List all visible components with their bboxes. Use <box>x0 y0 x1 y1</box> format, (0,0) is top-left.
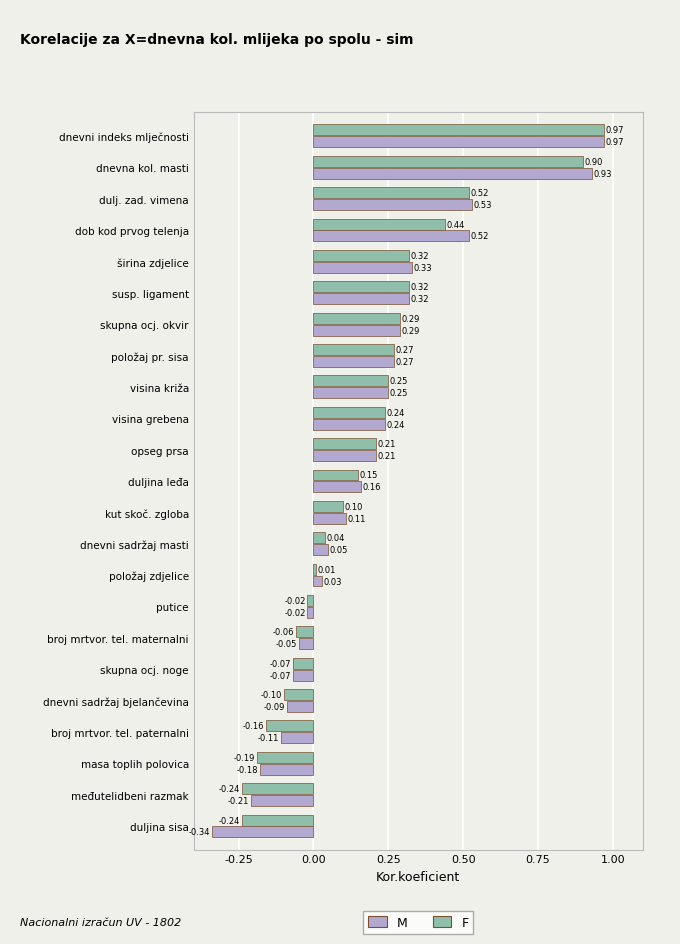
Text: -0.02: -0.02 <box>285 608 306 617</box>
Text: 0.32: 0.32 <box>411 252 429 261</box>
Bar <box>313 357 394 367</box>
Text: -0.21: -0.21 <box>228 796 249 805</box>
Bar <box>313 576 322 587</box>
Text: -0.07: -0.07 <box>269 659 291 668</box>
Bar <box>313 419 386 430</box>
X-axis label: Kor.koeficient: Kor.koeficient <box>376 870 460 883</box>
Bar <box>241 815 313 826</box>
Bar <box>313 157 583 168</box>
Text: Nacionalni izračun UV - 1802: Nacionalni izračun UV - 1802 <box>20 917 182 927</box>
Bar <box>313 219 445 230</box>
Text: 0.33: 0.33 <box>413 263 432 273</box>
Text: -0.07: -0.07 <box>269 671 291 680</box>
Text: 0.53: 0.53 <box>473 201 492 210</box>
Text: 0.32: 0.32 <box>411 283 429 292</box>
Bar <box>313 388 388 399</box>
Text: -0.34: -0.34 <box>189 828 210 836</box>
Text: -0.24: -0.24 <box>219 784 240 793</box>
Bar <box>292 670 313 681</box>
Bar <box>313 408 386 418</box>
Bar <box>313 188 469 199</box>
Bar <box>313 450 376 462</box>
Text: -0.16: -0.16 <box>243 721 264 731</box>
Bar <box>211 827 313 837</box>
Bar <box>286 701 313 712</box>
Text: -0.18: -0.18 <box>237 765 258 774</box>
Bar <box>313 545 328 555</box>
Bar <box>313 564 316 575</box>
Text: 0.01: 0.01 <box>318 565 337 574</box>
Text: 0.04: 0.04 <box>327 533 345 543</box>
Text: 0.25: 0.25 <box>390 377 408 386</box>
Text: 0.93: 0.93 <box>593 170 612 178</box>
Bar <box>313 294 409 305</box>
Bar <box>313 376 388 387</box>
Text: 0.29: 0.29 <box>402 327 420 335</box>
Text: 0.32: 0.32 <box>411 295 429 304</box>
Text: 0.52: 0.52 <box>471 232 489 242</box>
Bar <box>313 137 604 148</box>
Text: -0.09: -0.09 <box>264 702 285 711</box>
Bar <box>251 795 313 806</box>
Text: 0.44: 0.44 <box>447 220 465 229</box>
Bar <box>313 169 592 179</box>
Bar <box>313 200 472 211</box>
Bar <box>292 658 313 669</box>
Legend: M, F: M, F <box>363 911 473 934</box>
Text: -0.11: -0.11 <box>258 733 279 743</box>
Text: -0.06: -0.06 <box>273 628 294 636</box>
Bar <box>313 251 409 261</box>
Bar <box>299 638 313 649</box>
Text: 0.21: 0.21 <box>378 440 396 448</box>
Text: Korelacije za X=dnevna kol. mlijeka po spolu - sim: Korelacije za X=dnevna kol. mlijeka po s… <box>20 33 414 47</box>
Bar <box>313 313 401 325</box>
Text: 0.11: 0.11 <box>348 514 367 523</box>
Text: -0.19: -0.19 <box>234 753 255 762</box>
Bar <box>313 439 376 449</box>
Bar <box>313 481 361 493</box>
Text: 0.16: 0.16 <box>363 483 381 492</box>
Bar <box>296 627 313 637</box>
Text: 0.27: 0.27 <box>396 358 414 366</box>
Bar <box>281 733 313 744</box>
Bar <box>313 326 401 336</box>
Bar <box>313 501 343 513</box>
Text: 0.25: 0.25 <box>390 389 408 397</box>
Text: 0.90: 0.90 <box>584 158 602 167</box>
Bar <box>313 126 604 136</box>
Bar <box>313 345 394 356</box>
Text: 0.24: 0.24 <box>387 409 405 417</box>
Bar <box>313 282 409 293</box>
Bar <box>313 532 326 544</box>
Bar <box>313 514 346 524</box>
Text: 0.03: 0.03 <box>324 577 343 586</box>
Text: -0.02: -0.02 <box>285 597 306 605</box>
Bar <box>260 764 313 775</box>
Text: 0.24: 0.24 <box>387 420 405 430</box>
Bar <box>313 231 469 243</box>
Text: -0.10: -0.10 <box>260 690 282 700</box>
Text: 0.27: 0.27 <box>396 346 414 355</box>
Text: 0.15: 0.15 <box>360 471 378 480</box>
Bar <box>307 607 313 618</box>
Text: 0.10: 0.10 <box>345 502 363 512</box>
Bar <box>284 689 313 700</box>
Bar <box>256 752 313 763</box>
Bar <box>307 596 313 606</box>
Bar <box>266 720 313 732</box>
Text: -0.05: -0.05 <box>275 640 297 649</box>
Text: 0.52: 0.52 <box>471 189 489 198</box>
Bar <box>313 470 358 481</box>
Text: 0.05: 0.05 <box>330 546 348 554</box>
Text: 0.97: 0.97 <box>605 126 624 135</box>
Text: 0.97: 0.97 <box>605 138 624 147</box>
Text: 0.29: 0.29 <box>402 314 420 323</box>
Text: 0.21: 0.21 <box>378 451 396 461</box>
Text: -0.24: -0.24 <box>219 816 240 825</box>
Bar <box>313 262 412 274</box>
Bar <box>241 784 313 794</box>
